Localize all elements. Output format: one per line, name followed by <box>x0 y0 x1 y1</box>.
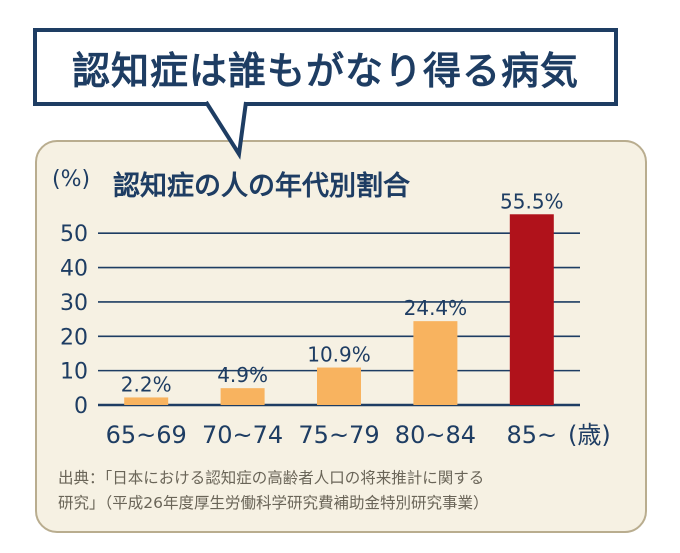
source-note-line-1: 出典：「日本における認知症の高齢者人口の将来推計に関する <box>58 469 485 487</box>
value-label: 2.2% <box>121 372 172 396</box>
headline-title: 認知症は誰もがなり得る病気 <box>71 48 579 93</box>
bars <box>124 214 554 405</box>
y-tick-label: 10 <box>60 360 88 385</box>
bar <box>317 367 361 405</box>
x-tick-label: 65~69 <box>106 421 187 449</box>
x-tick-label: 70~74 <box>202 421 283 449</box>
value-label: 55.5% <box>500 189 564 213</box>
bar <box>220 388 265 405</box>
y-tick-label: 20 <box>60 325 88 350</box>
x-tick-label: 85~ <box>506 421 557 449</box>
y-tick-label: 50 <box>60 222 88 247</box>
y-tick-label: 30 <box>60 291 88 316</box>
bar <box>413 321 458 405</box>
bar <box>509 214 554 405</box>
chart-title: 認知症の人の年代別割合 <box>113 170 410 202</box>
value-label: 4.9% <box>217 363 268 387</box>
x-unit-label: (歳) <box>568 421 611 449</box>
value-label: 10.9% <box>307 343 371 367</box>
source-note-line-2: 研究」（平成26年度厚生労働科学研究費補助金特別研究事業） <box>58 494 489 512</box>
y-unit-label: (%) <box>52 167 90 192</box>
y-tick-label: 40 <box>60 257 88 282</box>
headline-box: 認知症は誰もがなり得る病気 <box>33 28 618 106</box>
bar <box>124 397 169 405</box>
y-axis-ticks: 0 10 20 30 40 50 <box>60 222 88 419</box>
x-axis-ticks: 65~69 70~74 75~79 80~84 85~ <box>106 421 558 449</box>
value-labels: 2.2% 4.9% 10.9% 24.4% 55.5% <box>121 189 564 396</box>
x-tick-label: 75~79 <box>298 421 379 449</box>
x-tick-label: 80~84 <box>395 421 476 449</box>
y-tick-label: 0 <box>74 394 88 419</box>
value-label: 24.4% <box>404 296 468 320</box>
